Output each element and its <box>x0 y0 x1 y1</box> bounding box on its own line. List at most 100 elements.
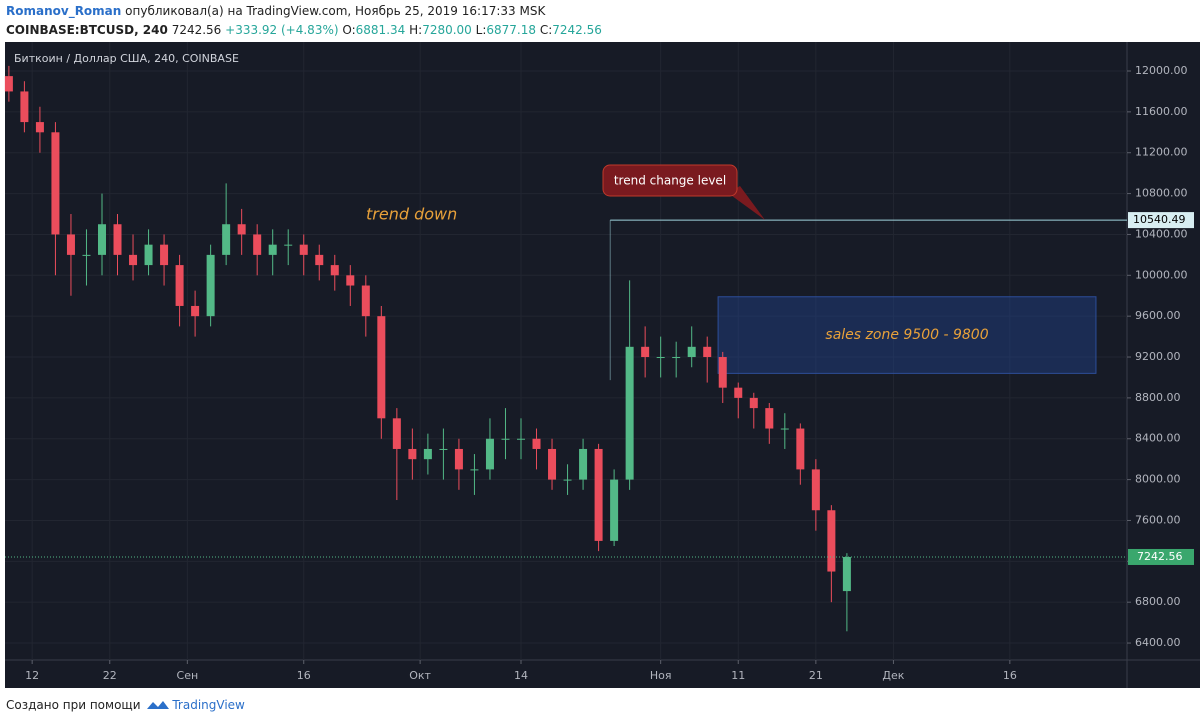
last: 7242.56 <box>171 23 222 37</box>
callout-pointer <box>728 186 765 220</box>
c: 7242.56 <box>552 23 602 37</box>
sales-zone <box>717 296 1097 374</box>
footer-text: Создано при помощи <box>6 698 141 712</box>
y-tick-label: 8000.00 <box>1135 473 1181 486</box>
candle-body <box>579 448 588 480</box>
candle-body <box>811 469 820 511</box>
candle-body <box>299 244 308 255</box>
x-tick-label: Ноя <box>650 669 672 682</box>
candle-body <box>97 224 106 255</box>
level-price-box <box>1128 212 1194 229</box>
candle-body <box>392 418 401 449</box>
candle-body <box>82 254 91 256</box>
candle-body <box>284 244 293 246</box>
candle-body <box>129 254 138 266</box>
change: +333.92 (+4.83%) <box>225 23 339 37</box>
candle-body <box>330 265 339 276</box>
y-tick-label: 8800.00 <box>1135 391 1181 404</box>
candle-body <box>641 346 650 358</box>
candle-body <box>827 510 836 572</box>
y-tick-label: 12000.00 <box>1135 64 1188 77</box>
y-tick-label: 9600.00 <box>1135 309 1181 322</box>
candle-body <box>625 346 634 480</box>
candle-body <box>610 479 619 541</box>
candle-body <box>842 556 851 592</box>
candle-body <box>222 224 231 255</box>
x-tick-label: Окт <box>409 669 431 682</box>
author[interactable]: Romanov_Roman <box>6 4 122 18</box>
candle-body <box>4 76 13 92</box>
candle-body <box>439 448 448 450</box>
zone-label: sales zone 9500 - 9800 <box>825 327 988 343</box>
candle-body <box>656 357 665 359</box>
y-tick-label: 6800.00 <box>1135 595 1181 608</box>
candle-body <box>749 397 758 409</box>
candle-body <box>454 448 463 470</box>
candle-body <box>485 438 494 470</box>
candle-body <box>423 448 432 460</box>
callout: trend change level <box>602 164 765 220</box>
candle-body <box>516 438 525 440</box>
candle-body <box>718 357 727 388</box>
candle-body <box>268 244 277 255</box>
x-tick-label: 16 <box>1003 669 1017 682</box>
candle-body <box>144 244 153 266</box>
callout-box <box>602 164 738 197</box>
x-tick-label: 11 <box>731 669 745 682</box>
x-tick-label: 21 <box>809 669 823 682</box>
candle-body <box>548 448 557 480</box>
candle-body <box>191 305 200 317</box>
last-price-label: 7242.56 <box>1137 550 1183 563</box>
candle-body <box>780 428 789 430</box>
y-tick-label: 11600.00 <box>1135 105 1188 118</box>
y-tick-label: 10400.00 <box>1135 227 1188 240</box>
y-tick-label: 11200.00 <box>1135 146 1188 159</box>
candle-body <box>175 265 184 306</box>
callout-text: trend change level <box>614 174 726 188</box>
h: 7280.00 <box>422 23 472 37</box>
x-tick-label: 22 <box>103 669 117 682</box>
x-tick-label: Сен <box>177 669 199 682</box>
candle-body <box>315 254 324 266</box>
x-tick-label: 14 <box>514 669 528 682</box>
header: Romanov_Roman опубликовал(а) на TradingV… <box>6 2 602 40</box>
y-tick-label: 8400.00 <box>1135 432 1181 445</box>
candle-body <box>66 234 75 255</box>
candle-body <box>113 224 122 255</box>
chart-title: Биткоин / Доллар США, 240, COINBASE <box>14 52 239 65</box>
y-tick-label: 6400.00 <box>1135 636 1181 649</box>
candle-body <box>470 469 479 471</box>
x-tick-label: 12 <box>25 669 39 682</box>
candle-body <box>206 254 215 317</box>
candle-body <box>594 448 603 541</box>
candle-body <box>346 275 355 286</box>
candle-body <box>253 234 262 255</box>
h-label: H: <box>409 23 423 37</box>
candle-body <box>796 428 805 470</box>
candle-body <box>35 122 44 133</box>
level-price-label: 10540.49 <box>1133 213 1186 226</box>
candle-body <box>160 244 169 266</box>
candle-body <box>377 316 386 419</box>
brand[interactable]: TradingView <box>172 698 245 712</box>
y-tick-label: 10800.00 <box>1135 187 1188 200</box>
o-label: O: <box>342 23 356 37</box>
footer: Создано при помощи TradingView <box>6 697 245 712</box>
last-price-box <box>1128 548 1194 565</box>
candle-body <box>361 285 370 317</box>
candle-body <box>734 387 743 398</box>
x-tick-label: 16 <box>297 669 311 682</box>
candle-body <box>703 346 712 358</box>
annotation: trend down <box>366 205 457 224</box>
chart: Биткоин / Доллар США, 240, COINBASE tren… <box>4 42 1200 688</box>
candle-body <box>408 448 417 460</box>
candle-body <box>51 132 60 235</box>
y-tick-label: 7600.00 <box>1135 513 1181 526</box>
candle-body <box>501 438 510 440</box>
candle-body <box>532 438 541 449</box>
x-tick-label: Дек <box>882 669 904 682</box>
symbol: COINBASE:BTCUSD, 240 <box>6 23 168 37</box>
y-tick-label: 9200.00 <box>1135 350 1181 363</box>
candle-body <box>237 224 246 235</box>
